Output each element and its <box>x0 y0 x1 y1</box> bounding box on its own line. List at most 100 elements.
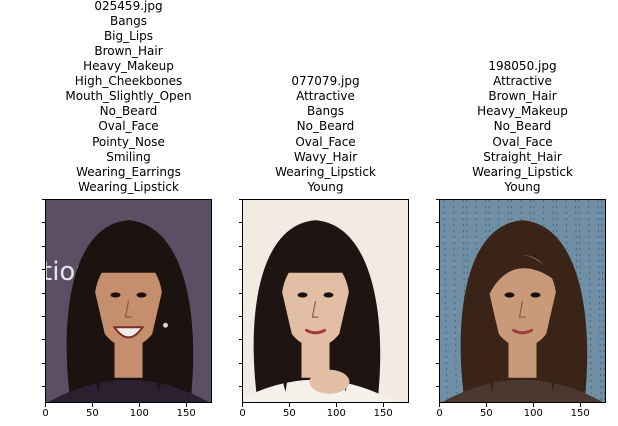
hair-left <box>276 280 294 392</box>
image-axes <box>439 199 606 403</box>
y-tick <box>41 339 45 341</box>
lips <box>512 328 533 335</box>
y-tick <box>435 339 439 341</box>
y-tick <box>41 386 45 388</box>
lips <box>305 328 326 335</box>
y-tick <box>435 245 439 247</box>
smiling-mouth <box>112 326 145 339</box>
hand <box>309 369 350 394</box>
attribute-label: Young <box>307 179 344 194</box>
attribute-label: Wavy_Hair <box>293 149 358 164</box>
image-filename: 025459.jpg <box>94 0 163 13</box>
nose <box>518 300 526 318</box>
y-tick <box>435 386 439 388</box>
shoulders <box>442 379 603 402</box>
attribute-label: Bangs <box>306 104 345 119</box>
y-tick <box>238 362 242 364</box>
left-eye <box>110 292 121 298</box>
curtain-strand <box>453 200 457 402</box>
nose <box>124 300 132 318</box>
nose <box>311 300 319 318</box>
y-tick <box>238 339 242 341</box>
image-filename: 198050.jpg <box>488 59 557 74</box>
attribute-label: Wearing_Lipstick <box>78 179 179 194</box>
y-tick <box>238 386 242 388</box>
attribute-label: No_Beard <box>296 119 355 134</box>
x-tick-label: 100 <box>326 408 346 419</box>
attribute-label: Pointy_Nose <box>92 134 165 149</box>
x-tick <box>45 403 46 407</box>
x-tick-label: 100 <box>129 408 149 419</box>
right-eye <box>136 292 147 298</box>
attribute-label: Heavy_Makeup <box>83 59 174 74</box>
attribute-label: Attractive <box>296 89 355 104</box>
x-tick <box>439 403 440 407</box>
attribute-label: Oval_Face <box>98 119 159 134</box>
shoulders <box>48 379 209 402</box>
attribute-label: No_Beard <box>493 119 552 134</box>
attribute-label: Heavy_Makeup <box>477 104 568 119</box>
y-tick <box>238 199 242 200</box>
x-tick-label: 100 <box>523 408 543 419</box>
attribute-label: Wearing_Lipstick <box>472 164 573 179</box>
y-tick <box>435 199 439 200</box>
hair-right <box>150 280 168 392</box>
image-axes: tion <box>45 199 212 403</box>
x-tick-label: 0 <box>239 408 246 419</box>
x-tick <box>138 403 140 407</box>
bangs <box>90 254 167 297</box>
attribute-label: High_Cheekbones <box>74 74 183 89</box>
panel-title: 198050.jpg Attractive Brown_Hair Heavy_Make… <box>472 59 573 195</box>
x-tick-label: 50 <box>480 408 493 419</box>
y-tick <box>41 292 45 294</box>
x-tick-label: 150 <box>373 408 393 419</box>
y-tick <box>238 222 242 224</box>
left-eye <box>297 292 308 298</box>
y-tick <box>435 362 439 364</box>
y-tick <box>41 222 45 224</box>
y-tick <box>41 362 45 364</box>
x-tick-label: 0 <box>436 408 443 419</box>
y-tick <box>41 315 45 317</box>
right-eye <box>323 292 334 298</box>
x-tick <box>532 403 534 407</box>
attribute-label: Wearing_Earrings <box>76 164 181 179</box>
curtain-strand <box>597 200 602 402</box>
attribute-label: Oval_Face <box>492 134 553 149</box>
y-tick <box>41 269 45 271</box>
x-tick <box>288 403 290 407</box>
y-tick <box>435 269 439 271</box>
x-tick <box>485 403 487 407</box>
hair-part <box>486 254 561 301</box>
y-tick <box>41 199 45 200</box>
attribute-label: Brown_Hair <box>488 89 557 104</box>
curtain-strand <box>588 200 592 402</box>
x-tick-label: 0 <box>42 408 49 419</box>
curtain-strand <box>443 200 448 402</box>
x-tick <box>185 403 187 407</box>
x-tick <box>91 403 93 407</box>
attribute-label: Attractive <box>493 74 552 89</box>
hair-right <box>337 280 355 392</box>
right-eye <box>530 292 541 298</box>
x-tick <box>382 403 384 407</box>
y-tick <box>238 292 242 294</box>
y-tick <box>238 269 242 271</box>
x-tick <box>335 403 337 407</box>
y-tick <box>41 245 45 247</box>
attribute-label: Straight_Hair <box>483 149 562 164</box>
x-tick-label: 150 <box>570 408 590 419</box>
woman-with-long-brown-hair-icon <box>440 200 605 402</box>
hair-left <box>483 280 501 392</box>
x-tick-label: 150 <box>176 408 196 419</box>
earring-icon <box>163 322 168 328</box>
young-woman-with-bangs-icon <box>243 200 408 402</box>
attribute-label: No_Beard <box>99 104 158 119</box>
image-axes <box>242 199 409 403</box>
y-tick <box>238 245 242 247</box>
hair-left <box>89 280 107 392</box>
hair-right <box>544 280 562 392</box>
image-filename: 077079.jpg <box>291 74 360 89</box>
attribute-label: Smiling <box>106 149 151 164</box>
curtain-strand <box>601 200 605 402</box>
